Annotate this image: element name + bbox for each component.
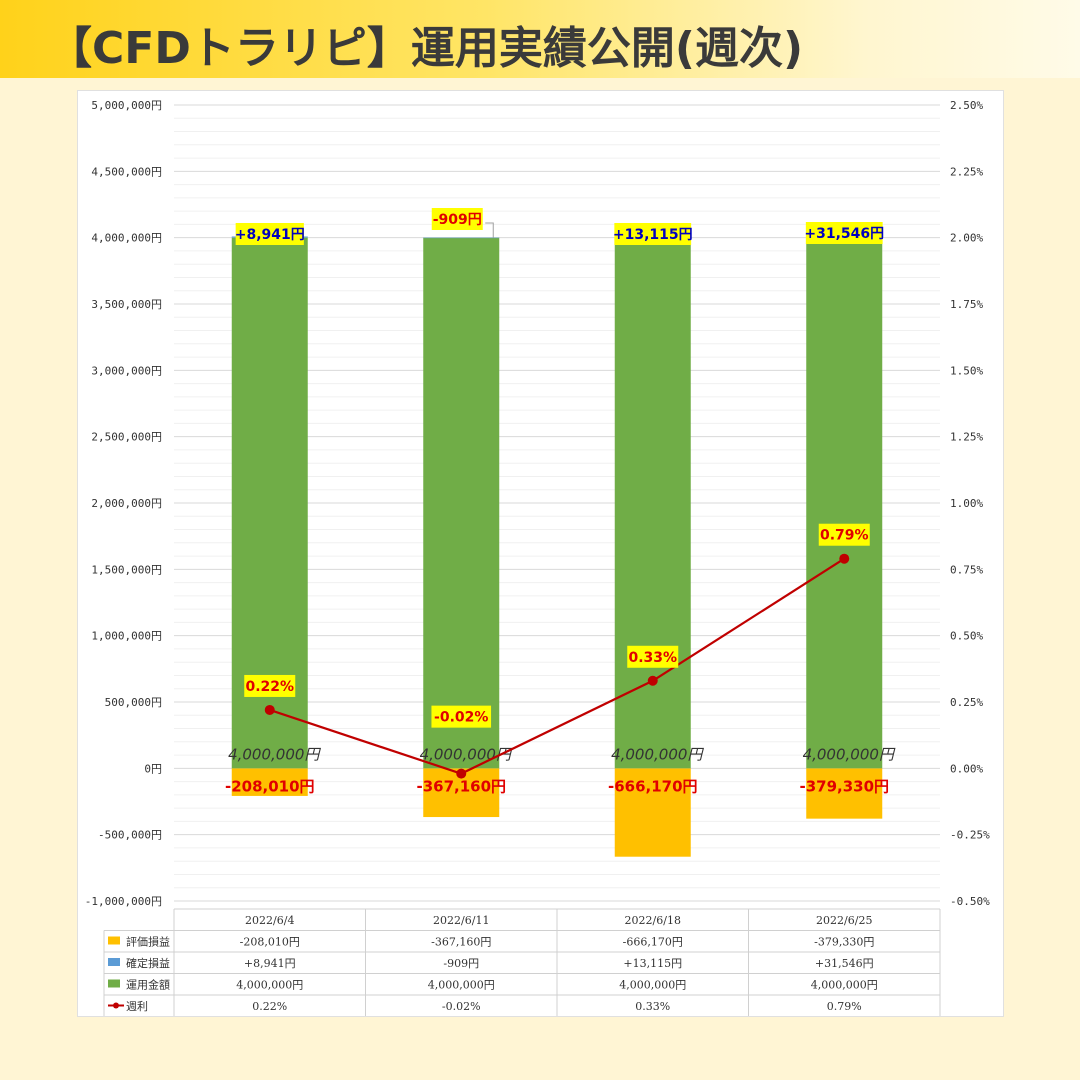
y-right-tick-label: 0.25% xyxy=(950,696,983,709)
kakutei-data-label: -909円 xyxy=(433,212,482,228)
chart-panel: -1,000,000円 -500,000円 0円 500,000円 1,000,000円… xyxy=(77,90,1004,1017)
shuri-point xyxy=(647,675,658,686)
table-cell: 4,000,000円 xyxy=(619,979,686,992)
y-left-tick-label: 1,000,000円 xyxy=(91,630,162,643)
y-left-tick-label: 5,000,000円 xyxy=(91,99,162,112)
shuri-data-label-bg xyxy=(627,645,679,668)
y-left-tick-label: -1,000,000円 xyxy=(85,895,162,908)
table-cell: 4,000,000円 xyxy=(236,979,303,992)
y-right-tick-label: 1.50% xyxy=(950,364,983,377)
legend-swatch xyxy=(108,958,120,966)
shuri-data-label-bg xyxy=(244,674,296,697)
y-left-tick-label: 4,000,000円 xyxy=(91,232,162,245)
y-left-tick-label: 3,000,000円 xyxy=(91,364,162,377)
y-left-tick-label: 2,000,000円 xyxy=(91,497,162,510)
y-left-tick-label: 2,500,000円 xyxy=(91,431,162,444)
y-right-tick-label: 2.25% xyxy=(950,165,983,178)
bar-unyo xyxy=(806,237,883,769)
y-left-tick-label: 1,500,000円 xyxy=(91,563,162,576)
table-cell: 0.33% xyxy=(635,1000,670,1013)
table-cell: -909円 xyxy=(443,957,479,970)
y-right-tick-label: -0.25% xyxy=(950,829,990,842)
bar-hyoka xyxy=(614,768,691,857)
shuri-data-label: 0.22% xyxy=(245,679,294,695)
x-category-label: 2022/6/4 xyxy=(245,914,294,927)
table-cell: 0.79% xyxy=(827,1000,862,1013)
shuri-point xyxy=(839,553,850,564)
y-right-tick-label: 2.50% xyxy=(950,99,983,112)
x-category-label: 2022/6/11 xyxy=(433,914,489,927)
legend-marker-key xyxy=(113,1002,119,1009)
table-cell: -666,170円 xyxy=(623,936,683,949)
table-cell: -379,330円 xyxy=(814,936,874,949)
unyo-data-label: 4,000,000円 xyxy=(611,745,704,763)
table-cell: 4,000,000円 xyxy=(428,979,495,992)
shuri-data-label: -0.02% xyxy=(434,710,488,726)
shuri-line xyxy=(269,557,845,775)
unyo-data-label: 4,000,000円 xyxy=(803,745,896,763)
y-left-tick-label: 500,000円 xyxy=(105,696,162,709)
y-right-tick-label: 1.75% xyxy=(950,298,983,311)
legend-label: 週利 xyxy=(126,1000,148,1013)
unyo-data-label: 4,000,000円 xyxy=(228,745,321,763)
y-right-tick-label: -0.50% xyxy=(950,895,990,908)
y-left-tick-label: 4,500,000円 xyxy=(91,165,162,178)
table-cell: 4,000,000円 xyxy=(811,979,878,992)
legend-label: 確定損益 xyxy=(126,956,170,970)
kakutei-data-label: +8,941円 xyxy=(235,227,305,243)
y-right-tick-label: 2.00% xyxy=(950,232,983,245)
y-right-tick-label: 0.75% xyxy=(950,563,983,576)
bar-hyoka xyxy=(806,768,883,819)
title-bar: 【CFDトラリピ】運用実績公開(週次) xyxy=(0,0,1080,78)
kakutei-data-label: +31,546円 xyxy=(804,226,884,242)
kakutei-data-label-bg xyxy=(614,223,692,245)
shuri-point xyxy=(456,768,467,779)
table-cell: +13,115円 xyxy=(623,957,682,970)
x-category-label: 2022/6/18 xyxy=(625,914,681,927)
shuri-data-label: 0.33% xyxy=(628,650,677,666)
shuri-data-label-bg xyxy=(818,523,870,546)
leader-line xyxy=(485,222,494,238)
y-left-tick-label: -500,000円 xyxy=(98,829,162,842)
table-cell: -208,010円 xyxy=(240,936,300,949)
kakutei-data-label: +13,115円 xyxy=(613,227,693,243)
hyoka-data-label: -367,160円 xyxy=(416,777,506,795)
y-right-tick-label: 1.00% xyxy=(950,497,983,510)
table-cell: +8,941円 xyxy=(244,957,296,970)
table-cell: 0.22% xyxy=(252,1000,287,1013)
legend-swatch xyxy=(108,936,120,945)
shuri-point xyxy=(264,704,275,715)
kakutei-data-label-bg xyxy=(805,222,883,244)
table-cell: -367,160円 xyxy=(431,936,491,949)
x-category-label: 2022/6/25 xyxy=(816,914,872,927)
y-right-tick-label: 0.50% xyxy=(950,630,983,643)
combo-chart: -1,000,000円 -500,000円 0円 500,000円 1,000,000円… xyxy=(85,99,990,1016)
legend-swatch xyxy=(108,979,120,988)
legend-label: 運用金額 xyxy=(126,978,170,992)
kakutei-data-label-bg xyxy=(431,208,483,230)
bar-unyo xyxy=(614,237,691,769)
y-right-tick-label: 0.00% xyxy=(950,762,983,775)
bar-unyo xyxy=(423,237,500,769)
bar-hyoka xyxy=(231,768,308,796)
y-left-tick-label: 3,500,000円 xyxy=(91,298,162,311)
table-cell: +31,546円 xyxy=(815,957,874,970)
shuri-data-label-bg xyxy=(431,705,492,728)
bar-kakutei xyxy=(423,237,500,239)
hyoka-data-label: -208,010円 xyxy=(225,777,315,795)
page-title: 【CFDトラリピ】運用実績公開(週次) xyxy=(48,23,804,74)
hyoka-data-label: -666,170円 xyxy=(608,777,698,795)
hyoka-data-label: -379,330円 xyxy=(799,777,889,795)
y-left-tick-label: 0円 xyxy=(144,762,162,775)
table-cell: -0.02% xyxy=(442,1000,481,1013)
y-right-tick-label: 1.25% xyxy=(950,431,983,444)
shuri-data-label: 0.79% xyxy=(820,528,869,544)
kakutei-data-label-bg xyxy=(235,223,304,245)
legend-label: 評価損益 xyxy=(126,935,170,949)
